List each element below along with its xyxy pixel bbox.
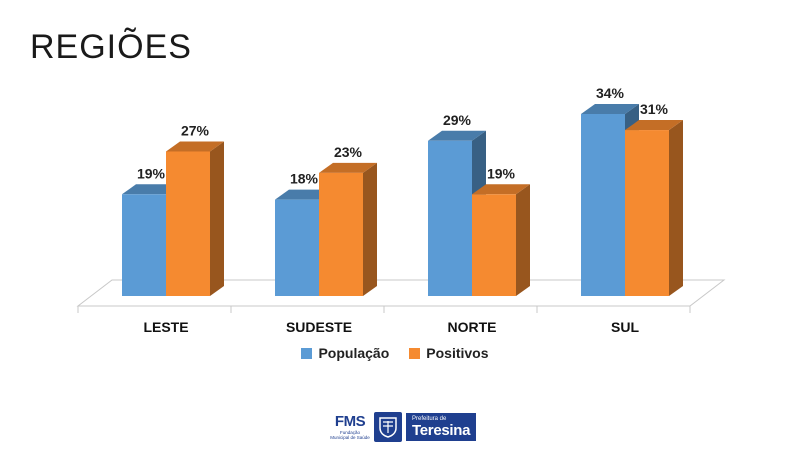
- bar-side-face: [516, 184, 530, 296]
- slide-title: REGIÕES: [30, 28, 192, 66]
- category-label-leste: LESTE: [143, 319, 188, 335]
- fms-logo-subtitle: Fundação Municipal de Saúde: [330, 430, 370, 440]
- chart-bars: [122, 104, 683, 296]
- category-label-sul: SUL: [611, 319, 639, 335]
- prefeitura-logo-small: Prefeitura de: [412, 416, 447, 422]
- bar-front-face: [166, 151, 210, 296]
- bar-side-face: [363, 162, 377, 296]
- legend-label-positivos: Positivos: [426, 345, 489, 361]
- data-label-positivos-leste: 27%: [181, 122, 210, 138]
- legend-item-populacao: População: [301, 345, 389, 361]
- legend-swatch-populacao: [301, 347, 313, 359]
- chart-floor: [76, 279, 726, 313]
- fms-logo: FMS Fundação Municipal de Saúde: [330, 413, 370, 441]
- chart-data-labels: 19% 27% 18% 23% 29% 19% 34% 31%: [137, 85, 669, 187]
- data-label-populacao-sul: 34%: [596, 85, 625, 101]
- data-label-positivos-sudeste: 23%: [334, 144, 363, 160]
- chart-category-labels: LESTE SUDESTE NORTE SUL: [143, 319, 639, 335]
- legend-swatch-positivos: [409, 347, 421, 359]
- bar-positivos-norte: [472, 184, 530, 296]
- bar-front-face: [275, 199, 319, 296]
- data-label-populacao-norte: 29%: [443, 112, 472, 128]
- bar-top-face: [319, 162, 377, 173]
- bar-front-face: [319, 172, 363, 296]
- bar-front-face: [122, 194, 166, 296]
- bar-positivos-sudeste: [319, 162, 377, 296]
- bar-front-face: [428, 140, 472, 296]
- chart-legend: População Positivos: [0, 345, 790, 361]
- bar-positivos-sul: [625, 120, 683, 296]
- city-seal-icon: [374, 412, 402, 442]
- bar-positivos-leste: [166, 141, 224, 296]
- bar-side-face: [669, 120, 683, 296]
- category-label-sudeste: SUDESTE: [286, 319, 352, 335]
- bar-top-face: [122, 184, 180, 195]
- bar-front-face: [625, 130, 669, 296]
- category-label-norte: NORTE: [448, 319, 497, 335]
- bar-front-face: [581, 114, 625, 296]
- bar-side-face: [210, 141, 224, 296]
- bar-chart: 19% 27% 18% 23% 29% 19% 34% 31% LESTE SUDESTE NOR…: [76, 85, 726, 335]
- bar-front-face: [472, 194, 516, 296]
- data-label-populacao-leste: 19%: [137, 165, 166, 181]
- fms-logo-text: FMS: [334, 413, 366, 430]
- bar-top-face: [275, 189, 333, 200]
- bar-top-face: [428, 130, 486, 141]
- bar-top-face: [472, 184, 530, 195]
- prefeitura-logo-city: Teresina: [412, 422, 471, 439]
- legend-label-populacao: População: [318, 345, 390, 361]
- data-label-populacao-sudeste: 18%: [290, 171, 319, 187]
- bar-top-face: [625, 120, 683, 131]
- chart-floor-plane: [76, 279, 726, 307]
- prefeitura-logo: Prefeitura de Teresina: [406, 413, 477, 441]
- footer-logos: FMS Fundação Municipal de Saúde Prefeitu…: [330, 411, 477, 443]
- bar-top-face: [581, 104, 639, 114]
- data-label-positivos-norte: 19%: [487, 165, 516, 181]
- data-label-positivos-sul: 31%: [640, 101, 669, 117]
- legend-item-positivos: Positivos: [409, 345, 489, 361]
- bar-top-face: [166, 141, 224, 152]
